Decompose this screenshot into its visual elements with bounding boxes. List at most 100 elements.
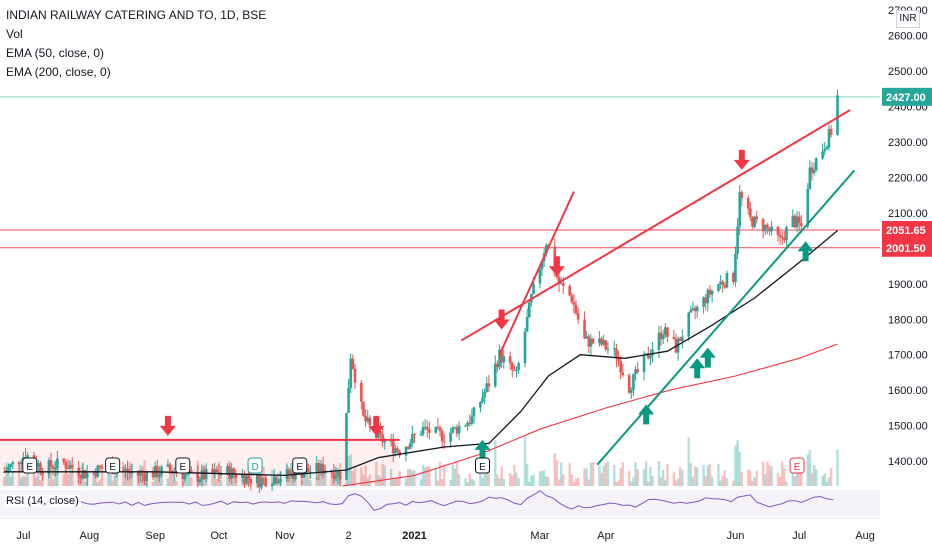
candle-body <box>821 151 824 159</box>
candle-body <box>672 336 676 339</box>
candle-body <box>428 429 431 433</box>
volume-bar <box>508 472 512 486</box>
candle-body <box>708 289 712 295</box>
candle-body <box>272 477 276 485</box>
candle-body <box>440 430 444 442</box>
candle-body <box>704 297 708 304</box>
volume-bar <box>632 477 635 486</box>
volume-bar <box>26 464 29 486</box>
volume-bar <box>672 471 676 486</box>
candle-body <box>56 458 59 469</box>
candle-body <box>736 226 739 254</box>
volume-bar <box>455 462 459 486</box>
volume-bar <box>421 464 425 486</box>
volume-bar <box>634 462 637 486</box>
y-tick-label: 2500.00 <box>888 66 928 78</box>
candle-body <box>345 412 348 480</box>
candle-body <box>538 269 542 284</box>
y-tick-label: 1600.00 <box>888 385 928 397</box>
candle-body <box>800 223 803 227</box>
buy-arrow-icon <box>638 404 655 425</box>
candle-body <box>419 434 423 436</box>
trend-line-2 <box>460 109 851 342</box>
event-marker-label: E <box>179 462 186 473</box>
volume-bar <box>793 476 797 486</box>
candle-body <box>436 426 440 428</box>
candle-body <box>630 390 633 393</box>
volume-bar <box>600 472 603 486</box>
candle-body <box>228 466 231 479</box>
volume-bar <box>530 475 533 486</box>
candle-body <box>808 167 812 189</box>
volume-bar <box>689 463 693 486</box>
candle-body <box>814 158 818 170</box>
indicator-ema200[interactable]: EMA (200, close, 0) <box>6 65 111 79</box>
volume-bar <box>606 461 610 486</box>
candle-body <box>425 426 429 430</box>
candle-body <box>791 215 795 228</box>
candle-body <box>349 358 353 388</box>
candle-body <box>510 362 514 370</box>
candle-body <box>98 465 102 468</box>
volume-bar <box>173 479 176 486</box>
candle-body <box>719 281 722 285</box>
candle-body <box>347 387 350 413</box>
candle-body <box>66 468 70 470</box>
candle-body <box>664 327 667 335</box>
candle-body <box>785 227 788 241</box>
rsi-label[interactable]: RSI (14, close) <box>4 495 81 507</box>
volume-bar <box>691 476 695 486</box>
candle-body <box>523 331 527 364</box>
indicator-ema50[interactable]: EMA (50, close, 0) <box>6 46 105 60</box>
candle-body <box>321 463 325 474</box>
candle-body <box>717 284 720 291</box>
candle-body <box>695 306 699 312</box>
legend: INDIAN RAILWAY CATERING AND TO, 1D, BSE … <box>6 6 266 82</box>
volume-bar <box>315 476 318 486</box>
volume-bar <box>481 477 484 486</box>
candle-body <box>453 427 457 429</box>
volume-bar <box>815 469 818 486</box>
candle-body <box>234 474 238 478</box>
candle-body <box>659 332 663 340</box>
volume-bar <box>576 477 580 486</box>
y-tick-label: 2300.00 <box>888 137 928 149</box>
candle-body <box>160 466 163 475</box>
candle-body <box>130 472 134 474</box>
candle-body <box>309 471 312 473</box>
candle-body <box>277 482 280 484</box>
candle-body <box>404 446 408 456</box>
volume-bar <box>572 481 576 486</box>
candle-body <box>62 458 66 463</box>
candle-body <box>561 283 565 286</box>
volume-bar <box>92 471 95 486</box>
indicator-vol[interactable]: Vol <box>6 27 23 41</box>
candle-body <box>647 353 650 359</box>
volume-bar <box>661 469 665 486</box>
volume-bar <box>428 466 431 486</box>
volume-bar <box>309 480 312 486</box>
candle-body <box>570 295 574 302</box>
candle-body <box>353 368 357 383</box>
volume-bar <box>383 465 386 486</box>
candle-body <box>49 460 53 468</box>
candle-body <box>532 283 535 294</box>
candle-body <box>2 471 6 473</box>
volume-bar <box>528 481 531 486</box>
candle-body <box>124 468 127 471</box>
volume-bar <box>513 464 516 486</box>
ema200-line <box>342 343 838 487</box>
price-label-badge <box>882 238 932 257</box>
volume-bar <box>351 471 355 486</box>
volume-bar <box>498 478 501 486</box>
candle-body <box>763 224 767 232</box>
candle-body <box>408 443 412 449</box>
x-tick-label: Oct <box>210 530 227 542</box>
volume-bar <box>604 462 607 486</box>
candle-body <box>70 464 74 468</box>
sell-arrow-icon <box>159 415 176 436</box>
volume-bar <box>587 479 590 486</box>
x-tick-label: Jun <box>727 530 745 542</box>
event-marker-icon <box>22 457 38 474</box>
